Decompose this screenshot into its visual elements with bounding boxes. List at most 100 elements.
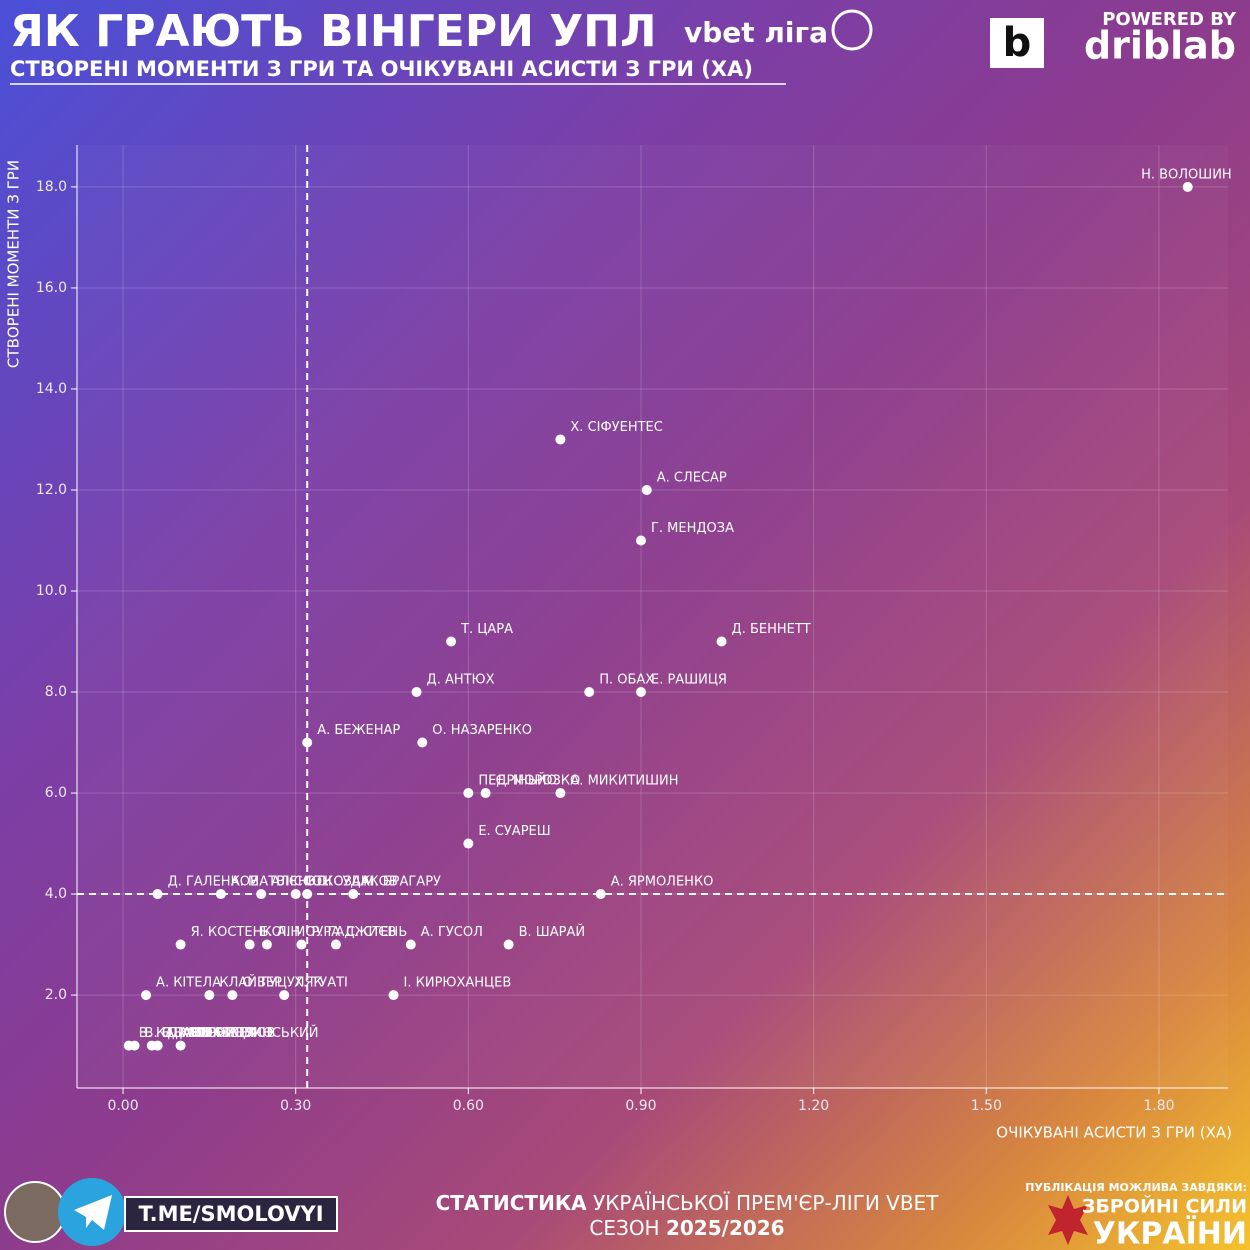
point	[227, 990, 238, 1001]
point-label: В. РОГОЗИНСЬКИЙ	[191, 1025, 319, 1041]
point-label: Г. МЕНДОЗА	[651, 521, 734, 536]
point-label: Б. АЛІМАЗБЕКОВ	[162, 1026, 276, 1041]
footer-rest: УКРАЇНСЬКОЇ ПРЕМ'ЄР-ЛІГИ VBET	[593, 1191, 939, 1215]
league-badge	[831, 9, 873, 51]
point	[716, 636, 727, 647]
y-tick-label: 4.0	[45, 886, 67, 902]
point-label: Є. МОРОЗКО	[496, 774, 581, 789]
point	[141, 990, 152, 1001]
army-line-1: ЗБРОЙНІ СИЛИ	[1082, 1195, 1247, 1218]
point	[129, 1040, 140, 1051]
point-label: Е. РАШИЦЯ	[651, 673, 727, 688]
point-label: Р. ГАДЖИЄВ	[311, 925, 396, 940]
point	[279, 990, 290, 1001]
channel-link[interactable]: T.ME/SMOLOVYI	[138, 1202, 323, 1226]
army-line-2: УКРАЇНИ	[1093, 1216, 1247, 1250]
footer-bold: СТАТИСТИКА	[436, 1191, 588, 1215]
x-tick-label: 0.00	[107, 1098, 138, 1114]
x-tick-label: 1.20	[798, 1098, 829, 1114]
point	[204, 990, 215, 1001]
footer-line: СТАТИСТИКА УКРАЇНСЬКОЇ ПРЕМ'ЄР-ЛІГИ VBET	[436, 1191, 940, 1215]
point-label: О. КОЗАК	[306, 875, 370, 890]
chart-title: ЯК ГРАЮТЬ ВІНГЕРИ УПЛ	[10, 6, 657, 57]
point	[302, 737, 313, 748]
point	[215, 889, 226, 900]
x-axis-label: ОЧІКУВАНІ АСИСТИ З ГРИ (XA)	[996, 1124, 1232, 1142]
x-tick-label: 0.90	[625, 1098, 656, 1114]
point-label: Я. КОСТЕНКО	[191, 925, 282, 940]
channel-box	[124, 1196, 338, 1232]
y-tick-label: 14.0	[36, 381, 67, 397]
point-label: І. КИРЮХАНЦЕВ	[404, 976, 512, 991]
thanks: ПУБЛІКАЦІЯ МОЖЛИВА ЗАВДЯКИ:	[1025, 1181, 1247, 1194]
telegram-plane	[74, 1195, 112, 1230]
point	[584, 687, 595, 698]
point-label: Е. СУАРЕШ	[478, 824, 550, 839]
point-label: С. СТЕНЬ	[346, 925, 407, 940]
point	[635, 535, 646, 546]
point-label: Н. ВОЛОШИН	[1141, 167, 1232, 182]
y-tick-label: 8.0	[45, 684, 67, 700]
point-label: П. ОБАХ	[599, 673, 654, 688]
point	[302, 889, 313, 900]
point	[641, 484, 652, 495]
point	[388, 990, 399, 1001]
point-label: А. ГУСОЛ	[421, 925, 483, 940]
point-label: І. КВАСНИЦЯ	[168, 1026, 255, 1041]
point	[463, 838, 474, 849]
point-label: О. ГУЦУЛЯК	[242, 976, 322, 991]
point-label: АЛІССОН	[271, 875, 332, 890]
point-label: ПЕДРІНЬЙО	[478, 773, 556, 789]
point-label: А. ЯРМОЛЕНКО	[611, 875, 714, 890]
point-label: Д. АЛЕФІРЕНКО	[168, 1026, 274, 1041]
season-word: СЕЗОН	[589, 1216, 659, 1240]
y-tick-label: 10.0	[36, 583, 67, 599]
point-label: А. МАТВІЄНКО	[231, 875, 327, 890]
point-label: А. СЛЕСАР	[657, 470, 727, 485]
point-label: В. КАБАЄВ	[139, 1026, 210, 1041]
y-axis-label: СТВОРЕНІ МОМЕНТИ З ГРИ	[5, 160, 23, 368]
x-tick-label: 0.30	[280, 1098, 311, 1114]
partner-icon-box	[990, 18, 1044, 68]
point	[330, 939, 341, 950]
powered-by: POWERED BY	[1102, 9, 1237, 30]
point-label: В. ШАРАЙ	[519, 924, 585, 940]
army-emblem	[1048, 1195, 1088, 1245]
point	[348, 889, 359, 900]
point	[595, 889, 606, 900]
point-label: В. ОДАРЮК	[145, 1026, 223, 1041]
x-tick-label: 1.80	[1143, 1098, 1174, 1114]
point	[555, 788, 566, 799]
y-tick-label: 12.0	[36, 482, 67, 498]
point	[503, 939, 514, 950]
chart-subtitle: СТВОРЕНІ МОМЕНТИ З ГРИ ТА ОЧІКУВАНІ АСИС…	[10, 57, 753, 81]
point	[152, 1040, 163, 1051]
partner-icon: b	[1003, 20, 1032, 66]
point-label: Д. ГАЛЕНКОВ	[168, 875, 259, 890]
point-label: О. НАЗАРЕНКО	[432, 723, 532, 738]
point	[480, 788, 491, 799]
point-label: А. БЕЖЕНАР	[317, 723, 400, 738]
point-label: КЛАЙВЕР	[219, 975, 282, 991]
point	[244, 939, 255, 950]
point-label: Г. СУДАКОВ	[317, 875, 398, 890]
point	[290, 889, 301, 900]
point-label: Д. БЕННЕТТ	[732, 622, 811, 637]
league-logo: vbet ліга	[684, 16, 828, 49]
point-label: Т. ЦАРА	[460, 622, 513, 637]
season-line: СЕЗОН 2025/2026	[589, 1216, 784, 1240]
point	[446, 636, 457, 647]
point-label: Б. ЛІН	[260, 925, 301, 940]
point-label: Х. СІФУЕНТЕС	[570, 420, 662, 435]
point	[296, 939, 307, 950]
point	[555, 434, 566, 445]
point-label: А. КІТЕЛА	[156, 976, 221, 991]
point	[175, 939, 186, 950]
y-tick-label: 2.0	[45, 987, 67, 1003]
author-avatar	[4, 1181, 66, 1243]
point	[463, 788, 474, 799]
point	[152, 889, 163, 900]
point-label: Х. ТУАТІ	[294, 976, 348, 991]
